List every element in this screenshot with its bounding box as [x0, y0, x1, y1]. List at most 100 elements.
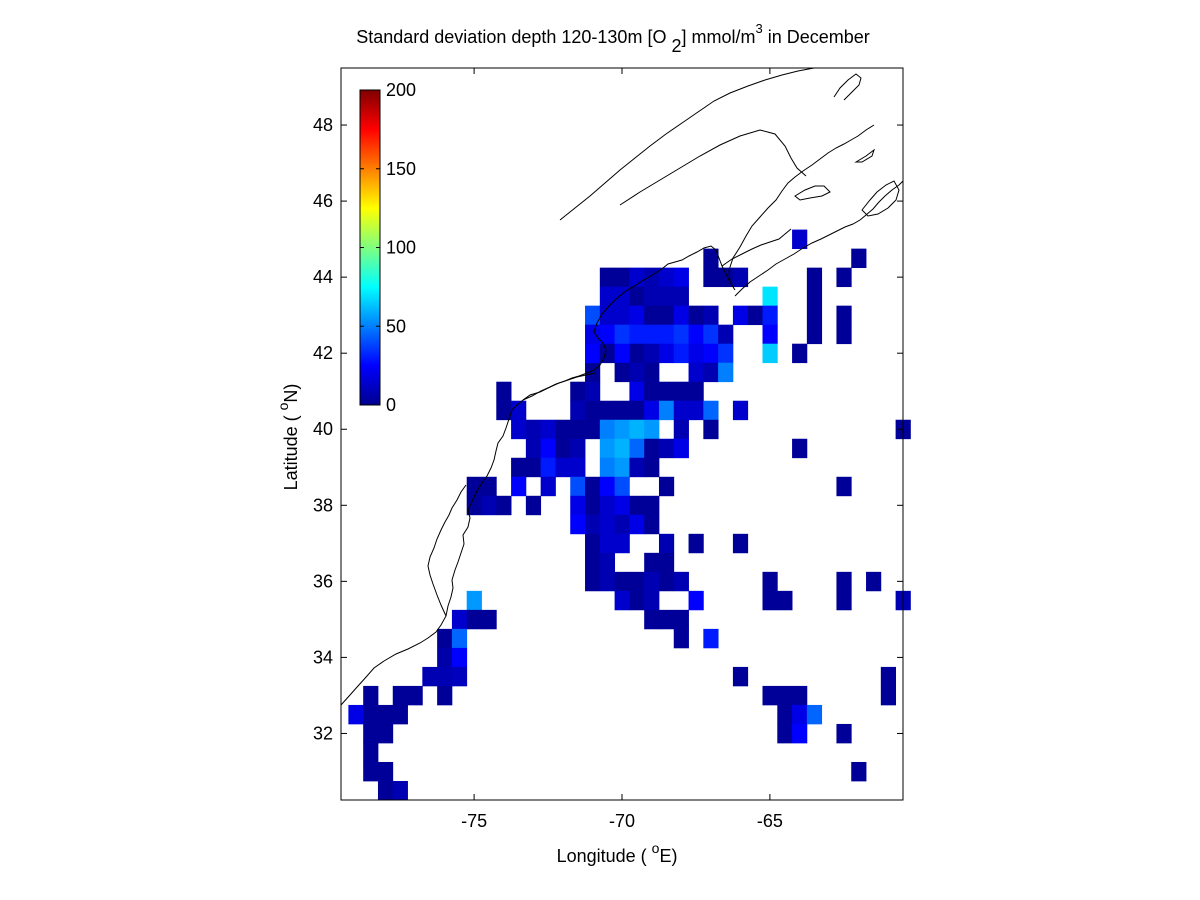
heatmap-cell: [585, 571, 601, 592]
heatmap-cell: [525, 495, 542, 516]
heatmap-cell: [599, 267, 616, 288]
heatmap-cell: [658, 438, 675, 459]
heatmap-cell: [644, 324, 660, 345]
heatmap-cell: [363, 704, 379, 725]
heatmap-cell: [732, 305, 749, 326]
heatmap-cell: [614, 514, 630, 535]
heatmap-cell: [392, 685, 408, 706]
heatmap-cell: [585, 419, 601, 440]
heatmap-cell: [614, 438, 630, 459]
heatmap-cell: [880, 685, 897, 706]
heatmap-cell: [703, 324, 719, 345]
heatmap-cell: [540, 419, 556, 440]
heatmap-cell: [570, 381, 586, 402]
heatmap-cell: [644, 267, 660, 288]
y-tick-label: 38: [313, 495, 333, 515]
colorbar: 0 50 100 150 200: [359, 80, 416, 415]
heatmap-cell: [629, 514, 645, 535]
heatmap-cell: [836, 571, 852, 592]
heatmap-cell: [614, 495, 630, 516]
heatmap-cell: [466, 495, 482, 516]
heatmap-cell: [377, 761, 394, 782]
heatmap-cell: [673, 628, 689, 649]
heatmap-cell: [777, 723, 793, 744]
heatmap-cell: [451, 609, 468, 630]
heatmap-cell: [792, 723, 808, 744]
heatmap-cell: [422, 666, 438, 687]
heatmap-cell: [511, 476, 527, 497]
heatmap-cell: [585, 495, 601, 516]
heatmap-cell: [481, 476, 497, 497]
heatmap-cell: [644, 590, 660, 611]
heatmap-cell: [836, 476, 852, 497]
heatmap-cell: [629, 286, 645, 307]
heatmap-cell: [792, 438, 808, 459]
heatmap-cell: [599, 514, 616, 535]
x-axis-label: Longitude ( oE): [557, 840, 678, 866]
heatmap-cell: [555, 457, 571, 478]
colorbar-ticks: 0 50 100 150 200: [360, 80, 416, 415]
heatmap-cell: [614, 571, 630, 592]
y-axis-label: Latitude ( oN): [275, 384, 301, 491]
heatmap-cells: [348, 229, 911, 801]
heatmap-cell: [718, 324, 734, 345]
heatmap-cell: [673, 343, 689, 364]
coastline-anticosti: [854, 148, 875, 163]
heatmap-cell: [570, 495, 586, 516]
heatmap-cell: [570, 438, 586, 459]
heatmap-cell: [363, 685, 379, 706]
heatmap-cell: [806, 305, 823, 326]
heatmap-cell: [673, 381, 689, 402]
heatmap-cell: [762, 685, 778, 706]
heatmap-cell: [496, 400, 512, 421]
heatmap-cell: [496, 381, 512, 402]
heatmap-cell: [673, 571, 689, 592]
y-tick-label: 48: [313, 115, 333, 135]
heatmap-cell: [673, 419, 689, 440]
heatmap-cell: [688, 324, 704, 345]
heatmap-cell: [629, 590, 645, 611]
heatmap-cell: [481, 495, 497, 516]
heatmap-cell: [629, 419, 645, 440]
heatmap-cell: [614, 400, 630, 421]
heatmap-cell: [629, 495, 645, 516]
heatmap-cell: [836, 590, 852, 611]
heatmap-cell: [466, 590, 482, 611]
heatmap-cell: [614, 324, 630, 345]
heatmap-cell: [599, 571, 616, 592]
y-tick-label: 36: [313, 571, 333, 591]
heatmap-cell: [673, 286, 689, 307]
heatmap-cell: [658, 381, 675, 402]
heatmap-cell: [806, 267, 823, 288]
heatmap-cell: [836, 305, 852, 326]
heatmap-cell: [777, 704, 793, 725]
heatmap-cell: [866, 571, 882, 592]
heatmap-cell: [703, 400, 719, 421]
heatmap-cell: [629, 362, 645, 383]
heatmap-cell: [363, 761, 379, 782]
heatmap-cell: [525, 438, 542, 459]
heatmap-cell: [629, 438, 645, 459]
heatmap-cell: [614, 457, 630, 478]
heatmap-cell: [644, 343, 660, 364]
y-tick-label: 32: [313, 723, 333, 743]
heatmap-cell: [658, 476, 675, 497]
heatmap-cell: [688, 362, 704, 383]
heatmap-cell: [703, 267, 719, 288]
heatmap-cell: [762, 324, 778, 345]
heatmap-cell: [658, 552, 675, 573]
heatmap-cell: [644, 457, 660, 478]
heatmap-cell: [614, 305, 630, 326]
coastline-bay-of-fundy: [721, 228, 792, 267]
heatmap-cell: [644, 438, 660, 459]
heatmap-cell: [658, 571, 675, 592]
heatmap-cell: [363, 742, 379, 763]
heatmap-cell: [762, 286, 778, 307]
heatmap-cell: [747, 305, 763, 326]
heatmap-cell: [496, 495, 512, 516]
heatmap-cell: [599, 305, 616, 326]
heatmap-cell: [644, 381, 660, 402]
coastline-nova-scotia: [734, 180, 904, 297]
heatmap-cell: [437, 647, 453, 668]
